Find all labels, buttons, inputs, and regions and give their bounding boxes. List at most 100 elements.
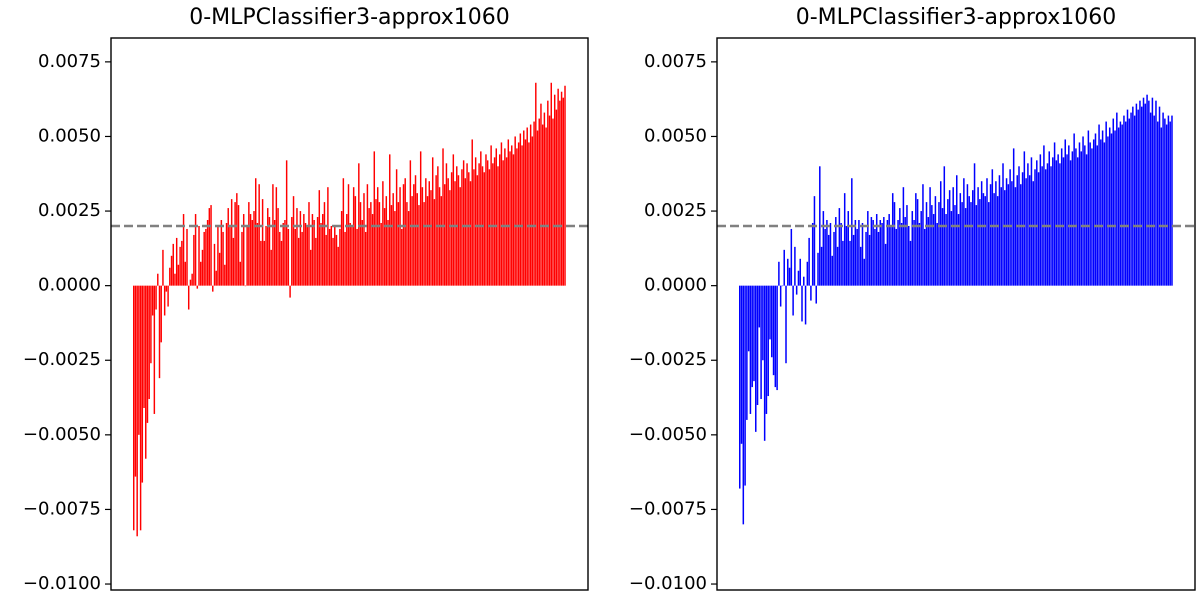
left-bar-134 [363,193,365,286]
right-bar-35 [801,285,803,322]
left-bar-167 [419,151,422,286]
right-bar-37 [804,285,807,325]
right-bar-181 [1060,148,1063,286]
right-bar-141 [989,184,992,286]
left-y-tick-label-6: −0.0075 [23,498,101,519]
right-bar-243 [1171,115,1173,286]
left-bar-146 [383,208,386,286]
right-bar-84 [888,214,890,286]
left-bar-78 [267,208,269,286]
right-bar-5 [747,285,750,352]
left-bar-249 [560,91,563,286]
left-bar-235 [536,130,539,286]
left-bar-52 [222,231,224,286]
left-bar-104 [311,214,314,286]
right-bar-77 [875,214,878,286]
left-bar-33 [189,279,192,286]
right-bar-25 [783,249,785,286]
right-bar-94 [906,205,908,286]
right-bar-173 [1046,163,1049,286]
right-bar-205 [1103,142,1106,286]
right-bar-114 [941,208,944,286]
left-bar-176 [435,175,437,286]
left-bar-207 [488,169,491,286]
right-bar-91 [900,222,903,286]
left-bar-7 [145,285,147,459]
left-bar-27 [179,246,181,286]
right-bar-125 [961,202,963,286]
left-bar-141 [375,199,377,286]
right-bar-225 [1139,100,1141,286]
left-bar-130 [356,228,358,286]
left-bar-39 [200,261,202,286]
right-bar-44 [817,252,819,286]
right-bar-30 [792,285,794,316]
right-bar-182 [1062,157,1065,286]
left-bar-228 [524,139,527,286]
left-bar-72 [256,222,259,286]
right-bar-86 [891,193,894,286]
right-bar-239 [1164,118,1166,286]
left-bar-20 [167,285,169,307]
left-bar-226 [521,145,523,286]
right-bar-229 [1146,94,1148,286]
right-bar-69 [861,222,864,286]
right-bar-33 [797,270,800,286]
right-bar-113 [939,181,942,286]
left-bar-212 [497,166,499,286]
right-bar-67 [858,220,860,286]
right-bar-201 [1096,145,1099,286]
left-bar-18 [163,285,166,316]
right-bar-22 [778,261,780,286]
left-bar-201 [478,163,480,286]
right-bar-56 [838,208,841,286]
left-y-tick-label-7: −0.0100 [23,573,101,594]
left-bar-131 [358,163,360,286]
right-bar-75 [872,220,874,286]
right-bar-140 [988,202,990,286]
left-bar-211 [495,148,498,286]
right-bar-210 [1112,118,1115,286]
right-bar-130 [970,202,972,286]
left-bar-93 [292,196,295,286]
left-bar-233 [533,121,535,286]
right-bar-120 [952,187,954,286]
right-bar-108 [931,205,933,286]
right-axes-frame [716,37,1196,591]
left-bar-168 [421,187,424,286]
left-bar-192 [462,160,465,286]
right-bar-60 [845,225,848,286]
right-bar-87 [893,202,896,286]
left-bar-8 [146,285,149,423]
left-y-tick-label-2: 0.0025 [38,200,101,221]
right-bar-233 [1153,115,1155,286]
right-bar-20 [774,285,777,388]
right-bar-192 [1080,151,1083,286]
right-bar-226 [1140,106,1143,286]
left-bar-91 [289,285,291,298]
right-bar-116 [945,214,947,286]
left-bar-143 [378,202,381,286]
left-bar-16 [160,285,162,343]
right-bar-152 [1009,169,1011,286]
left-bar-204 [483,172,485,286]
left-bar-100 [304,222,307,286]
left-bar-208 [490,145,492,286]
right-bar-164 [1030,157,1033,286]
right-bar-10 [756,285,759,405]
right-bar-195 [1085,154,1088,286]
left-bar-124 [346,214,348,286]
right-bar-117 [947,199,949,286]
right-bar-78 [877,231,880,286]
left-bar-42 [205,228,207,286]
left-bar-22 [170,255,173,286]
right-bar-168 [1037,172,1040,286]
right-bar-144 [995,181,997,286]
right-bar-132 [973,163,976,286]
left-bar-71 [255,178,257,286]
right-bar-47 [822,211,825,286]
right-bar-216 [1123,115,1125,286]
right-bar-180 [1059,163,1061,286]
right-bar-23 [779,285,782,307]
